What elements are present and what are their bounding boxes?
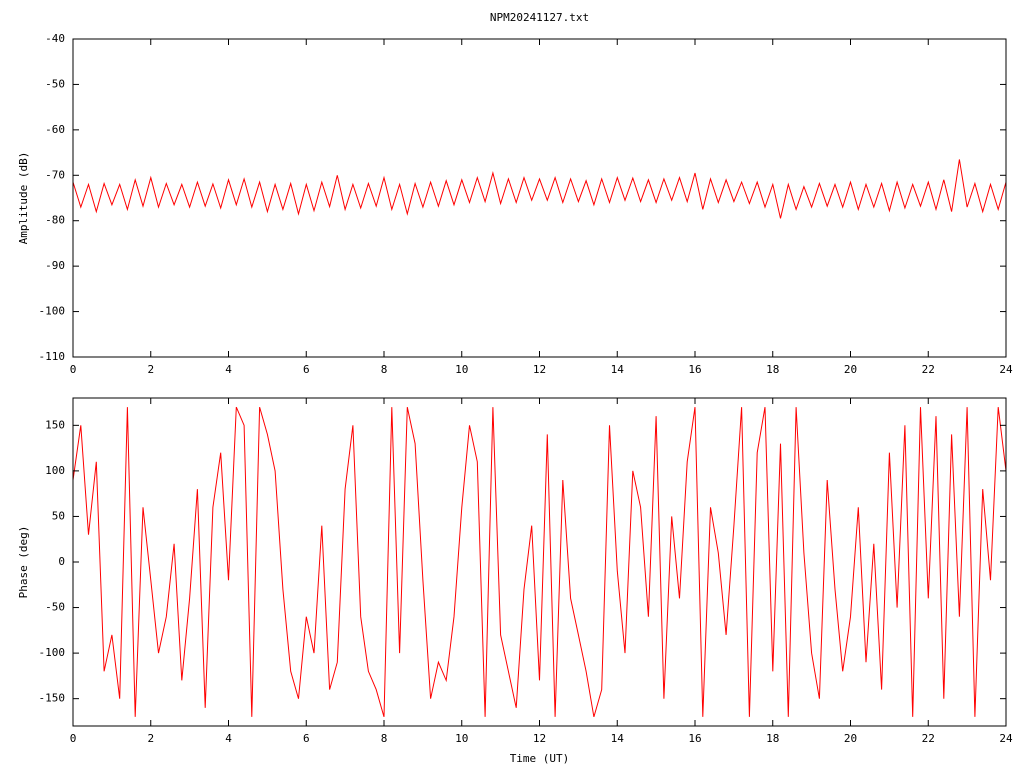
y-tick-label: -110 (39, 350, 66, 363)
x-tick-label: 16 (688, 363, 701, 376)
x-tick-label: 14 (611, 732, 625, 745)
x-tick-label: 2 (147, 732, 154, 745)
x-tick-label: 6 (303, 732, 310, 745)
y-tick-label: 150 (45, 418, 65, 431)
y-axis-label: Amplitude (dB) (17, 152, 30, 245)
y-axis-label: Phase (deg) (17, 526, 30, 599)
x-tick-label: 12 (533, 363, 546, 376)
x-tick-label: 6 (303, 363, 310, 376)
x-tick-label: 24 (999, 732, 1013, 745)
x-tick-label: 4 (225, 732, 232, 745)
x-tick-label: 14 (611, 363, 625, 376)
y-tick-label: -100 (39, 305, 66, 318)
x-tick-label: 0 (70, 363, 77, 376)
x-tick-label: 18 (766, 732, 779, 745)
y-tick-label: 100 (45, 464, 65, 477)
y-tick-label: 50 (52, 509, 65, 522)
x-tick-label: 24 (999, 363, 1013, 376)
x-tick-label: 16 (688, 732, 701, 745)
y-tick-label: -150 (39, 692, 66, 705)
x-tick-label: 8 (381, 732, 388, 745)
data-line (72, 406, 1007, 718)
y-tick-label: -50 (45, 77, 65, 90)
x-tick-label: 8 (381, 363, 388, 376)
x-tick-label: 22 (922, 363, 935, 376)
x-tick-label: 20 (844, 732, 857, 745)
x-tick-label: 10 (455, 363, 468, 376)
x-tick-label: 4 (225, 363, 232, 376)
chart-title: NPM20241127.txt (490, 11, 589, 24)
x-tick-label: 2 (147, 363, 154, 376)
y-tick-label: -40 (45, 32, 65, 45)
plot-border (72, 38, 1007, 358)
x-tick-label: 0 (70, 732, 77, 745)
x-tick-label: 20 (844, 363, 857, 376)
x-tick-label: 22 (922, 732, 935, 745)
y-tick-label: -50 (45, 601, 65, 614)
x-tick-label: 18 (766, 363, 779, 376)
y-tick-label: -60 (45, 123, 65, 136)
x-tick-label: 10 (455, 732, 468, 745)
x-axis-label: Time (UT) (510, 752, 570, 765)
y-tick-label: -80 (45, 214, 65, 227)
y-tick-label: 0 (58, 555, 65, 568)
data-line (72, 159, 1007, 219)
x-tick-label: 12 (533, 732, 546, 745)
y-tick-label: -90 (45, 259, 65, 272)
y-tick-label: -100 (39, 646, 66, 659)
y-tick-label: -70 (45, 168, 65, 181)
